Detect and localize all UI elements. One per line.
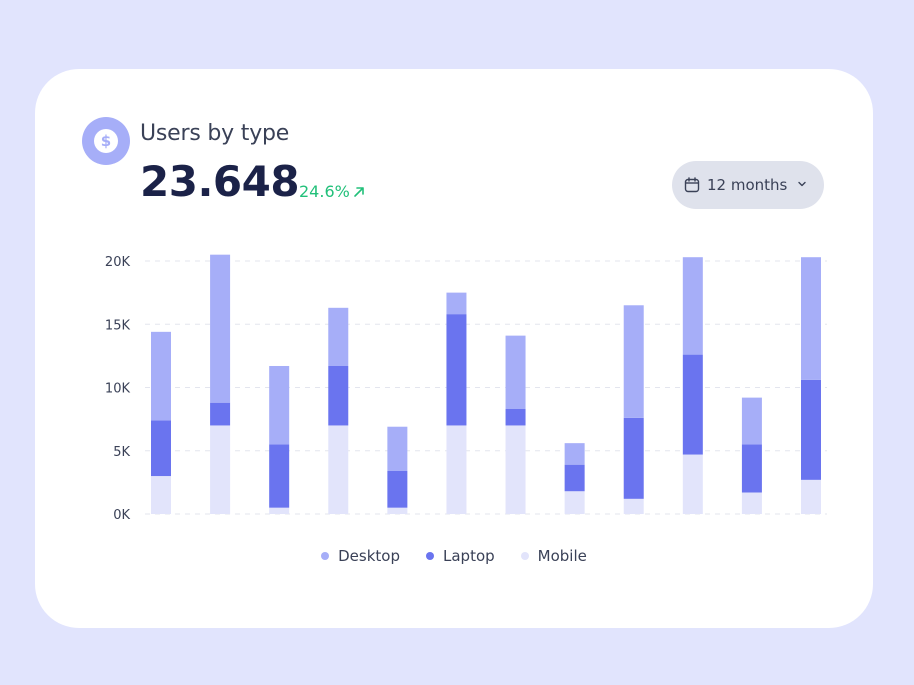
period-label: 12 months	[707, 176, 788, 194]
bar-segment-desktop	[801, 257, 821, 380]
legend-swatch-laptop	[426, 552, 434, 560]
bar-segment-laptop	[387, 470, 408, 508]
y-tick-label: 10K	[105, 382, 131, 397]
legend-swatch-mobile	[520, 552, 529, 560]
bar-segment-laptop	[682, 354, 703, 455]
bar-segment-mobile	[269, 507, 290, 514]
bar-segment-laptop	[446, 314, 467, 426]
legend-item-laptop: Laptop	[426, 547, 495, 565]
bar-segment-desktop	[446, 292, 467, 315]
bar-stack[interactable]	[210, 254, 231, 514]
change-indicator: 24.6%	[299, 182, 365, 201]
bar-stack[interactable]	[328, 307, 349, 514]
bar-segment-desktop	[151, 331, 171, 421]
bar-segment-laptop	[210, 402, 231, 426]
legend-item-mobile: Mobile	[520, 547, 587, 565]
users-by-type-card: $ Users by type 23.648 24.6% 12 months 0…	[35, 69, 873, 628]
legend-label-mobile: Mobile	[537, 547, 587, 565]
bar-stack[interactable]	[387, 426, 408, 514]
y-tick-label: 20K	[105, 255, 131, 270]
chart-legend: Desktop Laptop Mobile	[35, 547, 873, 565]
bar-segment-mobile	[210, 425, 231, 514]
y-tick-label: 5K	[113, 445, 130, 460]
bar-segment-mobile	[741, 492, 762, 514]
bar-stack[interactable]	[446, 292, 467, 514]
bar-segment-desktop	[328, 307, 349, 366]
bar-segment-laptop	[269, 444, 290, 508]
bar-segment-laptop	[328, 365, 349, 426]
arrow-up-right-icon	[354, 186, 364, 197]
bar-stack[interactable]	[269, 365, 290, 514]
card-title: Users by type	[140, 121, 290, 146]
legend-label-desktop: Desktop	[338, 547, 400, 565]
bar-stack[interactable]	[623, 305, 644, 514]
bar-segment-laptop	[564, 464, 585, 492]
chevron-down-icon	[798, 181, 806, 187]
legend-swatch-desktop	[321, 552, 330, 560]
bar-segment-desktop	[741, 397, 762, 445]
bar-segment-mobile	[328, 425, 349, 514]
period-select[interactable]: 12 months	[672, 161, 824, 209]
bar-segment-mobile	[682, 454, 703, 514]
bar-segment-desktop	[682, 257, 703, 355]
bar-segment-laptop	[801, 379, 821, 480]
total-users-value: 23.648	[140, 157, 300, 206]
y-tick-label: 0K	[113, 508, 130, 523]
legend-label-laptop: Laptop	[443, 547, 495, 565]
bar-segment-desktop	[210, 254, 231, 403]
bar-segment-laptop	[623, 417, 644, 499]
bar-segment-laptop	[505, 409, 526, 426]
bar-segment-mobile	[801, 479, 821, 514]
bar-segment-mobile	[505, 425, 526, 514]
bar-segment-desktop	[269, 365, 290, 445]
calendar-icon	[684, 177, 700, 193]
bar-stack[interactable]	[801, 257, 821, 514]
bar-segment-desktop	[505, 335, 526, 410]
bar-segment-desktop	[623, 305, 644, 418]
change-value: 24.6%	[299, 182, 350, 201]
bar-segment-mobile	[564, 491, 585, 514]
bar-stack[interactable]	[682, 257, 703, 514]
y-tick-label: 15K	[105, 318, 131, 333]
bar-segment-mobile	[446, 425, 467, 514]
legend-item-desktop: Desktop	[321, 547, 400, 565]
bar-segment-laptop	[741, 444, 762, 493]
bar-segment-mobile	[623, 498, 644, 514]
bar-segment-mobile	[387, 507, 408, 514]
bar-stack[interactable]	[564, 443, 585, 514]
bar-stack[interactable]	[505, 335, 526, 514]
bar-segment-mobile	[151, 476, 171, 514]
stacked-bar-chart: 0K 5K 10K 15K 20K	[105, 254, 827, 523]
bar-stack[interactable]	[151, 331, 171, 514]
dollar-icon: $	[82, 117, 130, 165]
bar-segment-desktop	[387, 426, 408, 471]
bar-segment-desktop	[564, 443, 585, 465]
bar-segment-laptop	[151, 420, 171, 477]
bar-stack[interactable]	[741, 397, 762, 514]
